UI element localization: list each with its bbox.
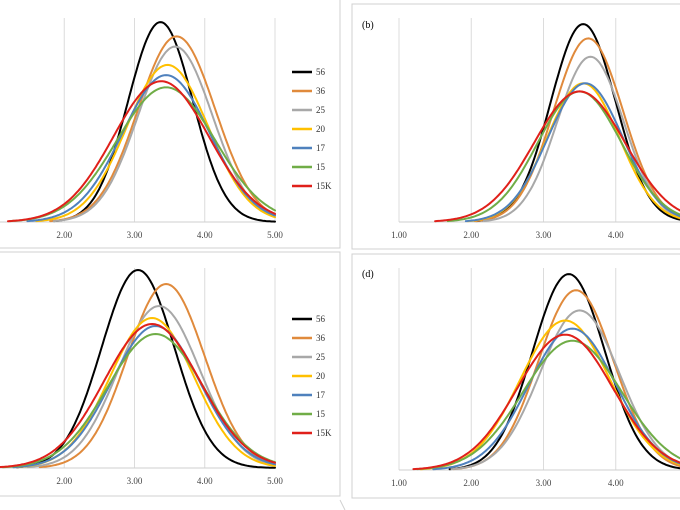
- x-tick-label: 2.00: [463, 478, 479, 488]
- series-line-15: [8, 86, 276, 223]
- panel-frame-b: [351, 3, 680, 250]
- legend-label: 15: [316, 162, 326, 172]
- x-tick-label: 3.00: [127, 230, 143, 240]
- series-line-15k: [412, 333, 680, 471]
- legend-label: 25: [316, 352, 326, 362]
- legend-label: 17: [316, 390, 326, 400]
- legend-label: 20: [316, 124, 326, 134]
- x-tick-label: 2.00: [463, 230, 479, 240]
- legend-label: 56: [316, 67, 326, 77]
- panel-label: (d): [362, 269, 374, 280]
- series-line-20: [35, 63, 276, 223]
- x-tick-label: 5.00: [267, 476, 283, 486]
- series-line-15k: [7, 80, 276, 223]
- series-line-25: [450, 309, 680, 471]
- legend-label: 20: [316, 371, 326, 381]
- x-tick-label: 2.00: [56, 476, 72, 486]
- series-line-56: [448, 273, 680, 471]
- series-line-15k: [434, 90, 680, 223]
- series-line-36: [38, 283, 276, 469]
- series-line-15k: [0, 323, 276, 469]
- series-line-17: [12, 325, 276, 469]
- series-line-15: [1, 333, 276, 469]
- chart-panel-d: 1.00 2.00 3.00 4.00 (d): [362, 268, 680, 488]
- x-tick-label: 4.00: [608, 478, 624, 488]
- panel-label: (b): [362, 20, 374, 31]
- x-tick-label: 3.00: [536, 230, 552, 240]
- series-line-15: [416, 339, 680, 471]
- series-line-56: [15, 269, 276, 469]
- x-tick-label: 2.00: [56, 230, 72, 240]
- x-tick-label: 3.00: [127, 476, 143, 486]
- x-tick-label: 4.00: [608, 230, 624, 240]
- legend-label: 17: [316, 143, 326, 153]
- legend-label: 25: [316, 105, 326, 115]
- x-tick-label: 5.00: [267, 230, 283, 240]
- chart-panel-c: 2.00 3.00 4.00 5.00 56 36 25 20 17 15 15K: [0, 268, 332, 486]
- x-tick-label: 1.00: [391, 230, 407, 240]
- legend-label: 15: [316, 409, 326, 419]
- series-line-36: [473, 37, 680, 223]
- x-tick-label: 1.00: [391, 478, 407, 488]
- series-line-36: [49, 35, 276, 223]
- panel-frame-a: [0, 0, 341, 249]
- series-line-25: [52, 45, 276, 223]
- x-tick-label: 3.00: [536, 478, 552, 488]
- legend-label: 36: [316, 86, 326, 96]
- chart-panel-b: 1.00 2.00 3.00 4.00 (b): [362, 18, 680, 240]
- chart-panel-a: 2.00 3.00 4.00 5.00 56 36 25 20 17 15 15K: [0, 18, 332, 240]
- bottom-strip-divider: [339, 499, 346, 510]
- legend-label: 15K: [316, 428, 332, 438]
- panel-frame-d: [351, 253, 680, 499]
- legend-label: 56: [316, 314, 326, 324]
- x-tick-label: 4.00: [197, 476, 213, 486]
- legend-label: 15K: [316, 181, 332, 191]
- x-tick-label: 4.00: [197, 230, 213, 240]
- legend-label: 36: [316, 333, 326, 343]
- series-line-56: [52, 21, 276, 223]
- series-line-56: [475, 23, 680, 223]
